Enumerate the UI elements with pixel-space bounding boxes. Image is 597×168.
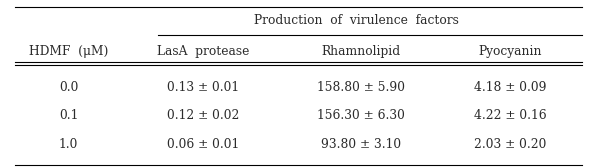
Text: 2.03 ± 0.20: 2.03 ± 0.20 [474, 138, 547, 151]
Text: HDMF  (μM): HDMF (μM) [29, 45, 108, 58]
Text: 4.22 ± 0.16: 4.22 ± 0.16 [474, 109, 547, 122]
Text: 158.80 ± 5.90: 158.80 ± 5.90 [317, 81, 405, 94]
Text: 156.30 ± 6.30: 156.30 ± 6.30 [317, 109, 405, 122]
Text: LasA  protease: LasA protease [157, 45, 249, 58]
Text: Rhamnolipid: Rhamnolipid [322, 45, 401, 58]
Text: Pyocyanin: Pyocyanin [479, 45, 542, 58]
Text: 0.13 ± 0.01: 0.13 ± 0.01 [167, 81, 239, 94]
Text: 0.1: 0.1 [59, 109, 78, 122]
Text: 0.06 ± 0.01: 0.06 ± 0.01 [167, 138, 239, 151]
Text: 1.0: 1.0 [59, 138, 78, 151]
Text: 93.80 ± 3.10: 93.80 ± 3.10 [321, 138, 401, 151]
Text: Production  of  virulence  factors: Production of virulence factors [254, 14, 459, 28]
Text: 0.0: 0.0 [59, 81, 78, 94]
Text: 0.12 ± 0.02: 0.12 ± 0.02 [167, 109, 239, 122]
Text: 4.18 ± 0.09: 4.18 ± 0.09 [474, 81, 547, 94]
